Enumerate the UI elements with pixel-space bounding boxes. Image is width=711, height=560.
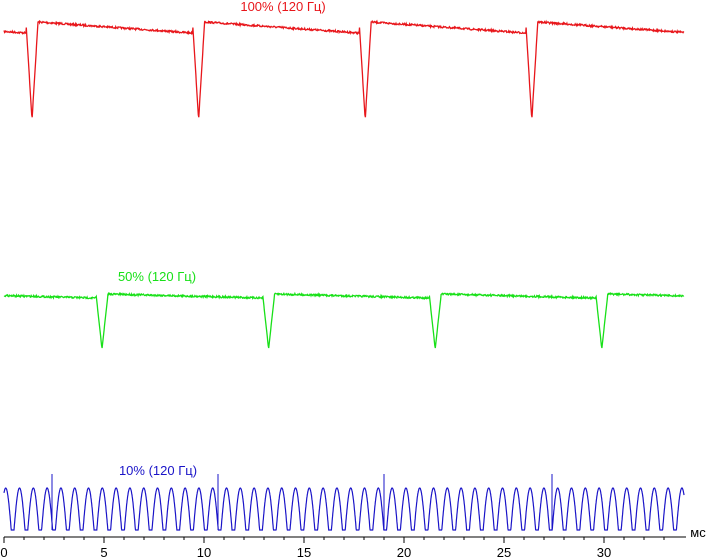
x-tick-label: 30 bbox=[597, 545, 611, 560]
x-tick-label: 25 bbox=[497, 545, 511, 560]
x-tick-label: 20 bbox=[397, 545, 411, 560]
series-line-0 bbox=[3, 19, 685, 118]
series-label-10: 10% (120 Гц) bbox=[119, 463, 197, 478]
series-line-2 bbox=[3, 487, 685, 531]
x-tick-label: 15 bbox=[297, 545, 311, 560]
x-tick-label: 5 bbox=[100, 545, 107, 560]
series-labels: 100% (120 Гц) 50% (120 Гц) 10% (120 Гц) bbox=[118, 0, 326, 478]
x-tick-label: 10 bbox=[197, 545, 211, 560]
series-layer bbox=[3, 19, 685, 531]
series-line-1 bbox=[3, 291, 685, 349]
x-axis-label: мс bbox=[690, 525, 706, 540]
series-label-50: 50% (120 Гц) bbox=[118, 269, 196, 284]
x-tick-label: 0 bbox=[0, 545, 7, 560]
series-label-100: 100% (120 Гц) bbox=[240, 0, 325, 14]
x-ticks: 0 5 10 15 20 25 30 bbox=[0, 537, 665, 560]
